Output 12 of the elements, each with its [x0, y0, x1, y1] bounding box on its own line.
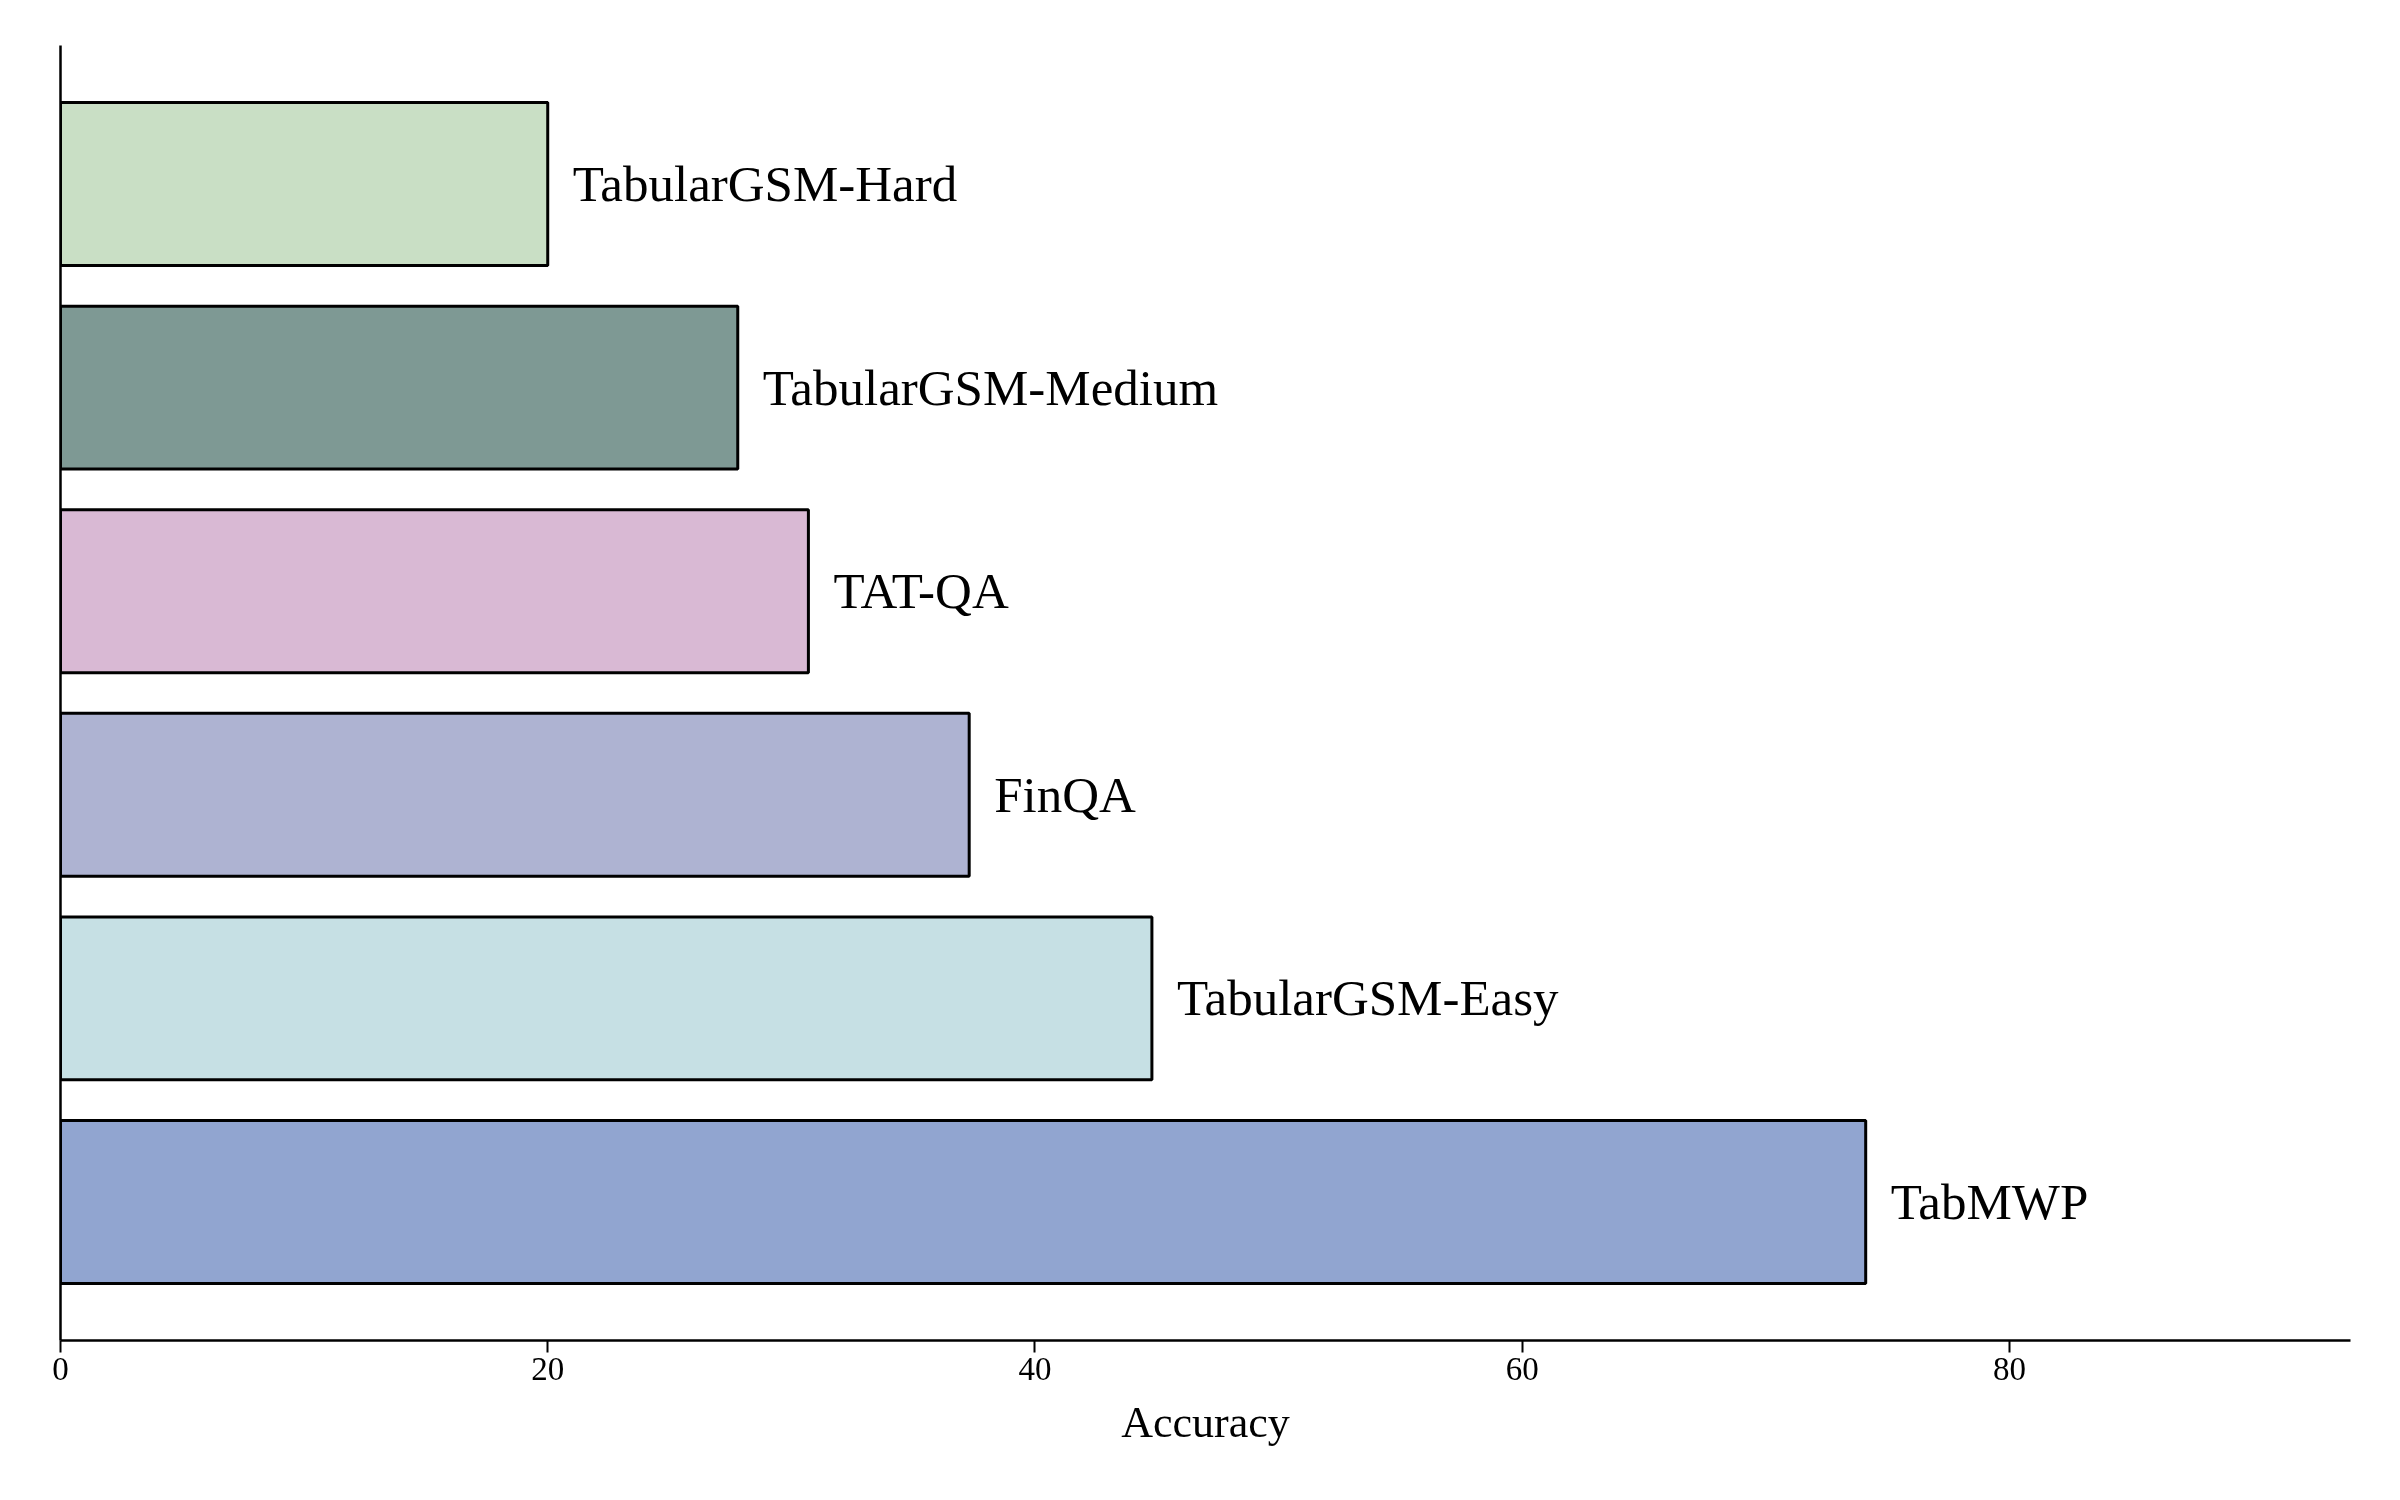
x-tick-label: 80: [1992, 1350, 2026, 1387]
x-axis-title: Accuracy: [1121, 1397, 1290, 1447]
x-tick-label: 40: [1018, 1350, 1052, 1387]
y-tick-label: TabMWP: [1890, 1174, 2089, 1231]
x-tick-label: 0: [52, 1350, 69, 1387]
y-tick-label: FinQA: [994, 766, 1137, 823]
y-tick-label: TabularGSM-Hard: [572, 155, 958, 212]
y-tick-label: TabularGSM-Easy: [1176, 970, 1560, 1027]
x-tick-label: 60: [1505, 1350, 1539, 1387]
y-tick-label: TabularGSM-Medium: [762, 359, 1219, 416]
x-tick-label: 20: [531, 1350, 565, 1387]
y-tick-label: TAT-QA: [833, 563, 1009, 620]
